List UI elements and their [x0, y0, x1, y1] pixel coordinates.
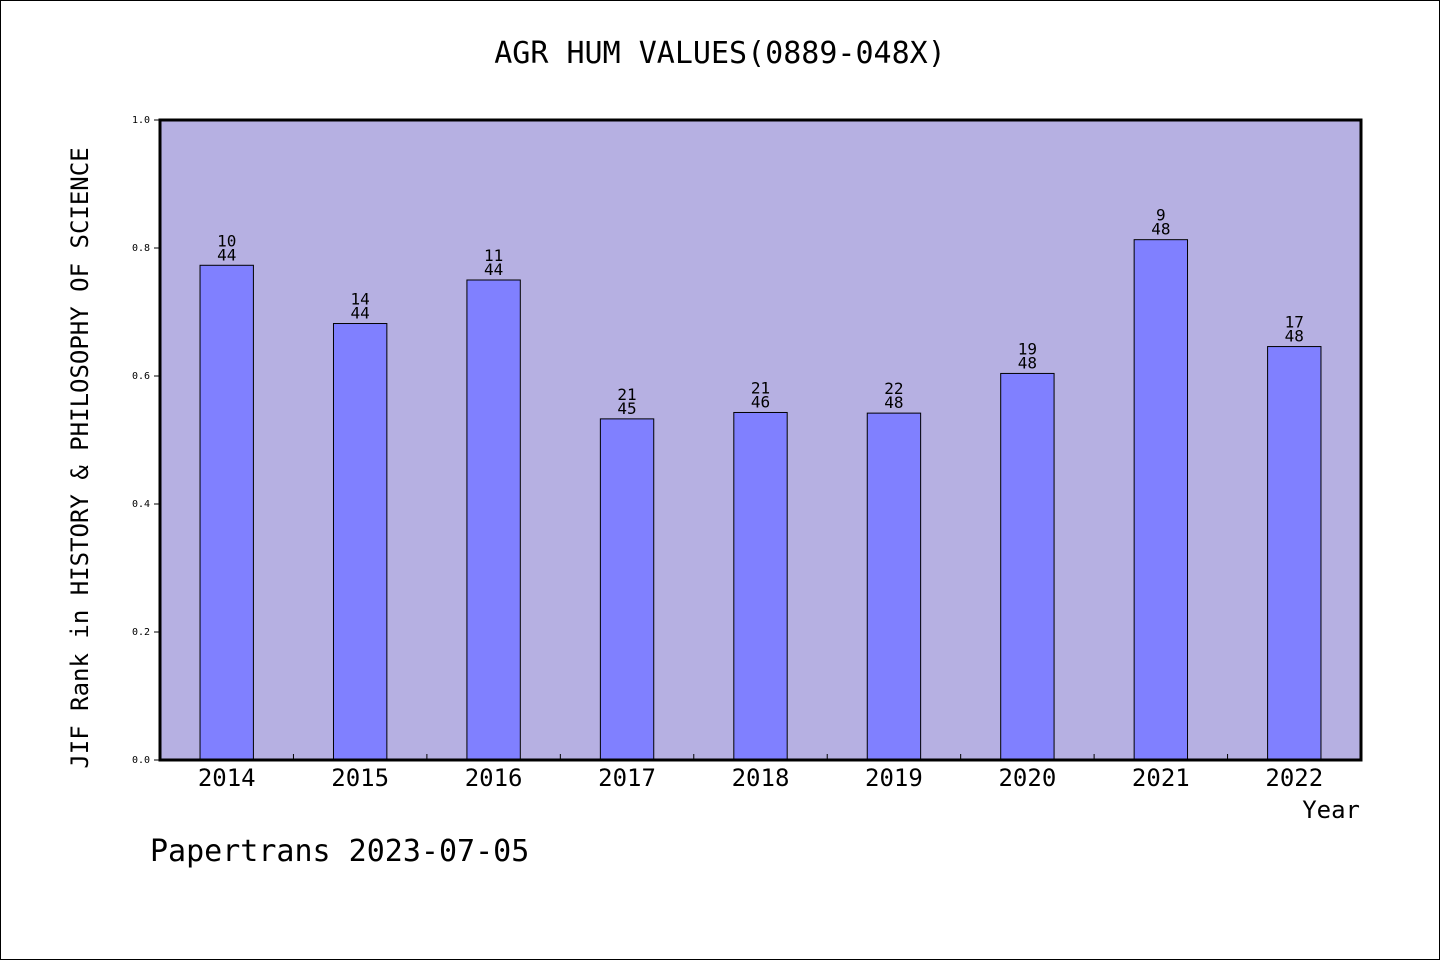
data-label-total: 44	[351, 304, 370, 323]
data-label-rank: 21	[751, 378, 770, 397]
bar-2014	[199, 264, 254, 761]
x-tick-label-2014: 2014	[198, 764, 256, 792]
x-tick-label-2017: 2017	[598, 764, 656, 792]
bar-2017	[599, 418, 655, 761]
data-label-total: 48	[1018, 353, 1037, 372]
data-label-rank: 9	[1156, 206, 1166, 225]
y-tick-label: 0.0	[132, 755, 150, 766]
y-tick-label: 0.4	[132, 499, 150, 510]
plot-border	[158, 118, 1363, 762]
y-axis: 0.0 0.2 0.4 0.6 0.8 1.0	[132, 115, 160, 766]
x-tick-label-2021: 2021	[1132, 764, 1190, 792]
x-tick-label-2016: 2016	[465, 764, 523, 792]
chart-title: AGR HUM VALUES(0889-048X)	[494, 36, 946, 71]
data-label-total: 48	[1285, 327, 1304, 346]
data-label-rank: 22	[884, 379, 903, 398]
y-tick-label: 0.2	[132, 627, 150, 638]
data-label-rank: 19	[1018, 339, 1037, 358]
x-tick-label-2019: 2019	[865, 764, 923, 792]
bar-2022	[1267, 346, 1322, 761]
data-label-rank: 21	[617, 385, 636, 404]
data-label-rank: 10	[217, 231, 236, 250]
data-label-total: 48	[884, 393, 903, 412]
x-axis: 2014 2015 2016 2017 2018 2019 2020 2021 2022	[198, 754, 1323, 792]
x-tick-label-2022: 2022	[1265, 764, 1323, 792]
data-label-total: 48	[1151, 220, 1170, 239]
bar-2019	[866, 412, 922, 761]
data-label-total: 44	[217, 245, 236, 264]
bar-2018	[733, 411, 788, 761]
data-label-rank: 17	[1285, 313, 1304, 332]
data-label-total: 44	[484, 260, 503, 279]
y-tick-label: 1.0	[132, 115, 150, 126]
bar-2015	[332, 323, 388, 761]
data-label-total: 45	[617, 399, 636, 418]
y-tick-label: 0.8	[132, 243, 150, 254]
x-axis-label: Year	[1302, 796, 1360, 824]
footer-credit: Papertrans 2023-07-05	[150, 834, 530, 869]
data-label-total: 46	[751, 392, 770, 411]
bar-2021	[1133, 239, 1189, 761]
x-tick-label-2020: 2020	[998, 764, 1056, 792]
data-label-rank: 14	[351, 290, 370, 309]
y-tick-label: 0.6	[132, 371, 150, 382]
x-tick-label-2015: 2015	[331, 764, 389, 792]
x-tick-label-2018: 2018	[732, 764, 790, 792]
bar-2016	[466, 279, 521, 761]
bar-2020	[1000, 372, 1055, 761]
data-label-rank: 11	[484, 246, 503, 265]
